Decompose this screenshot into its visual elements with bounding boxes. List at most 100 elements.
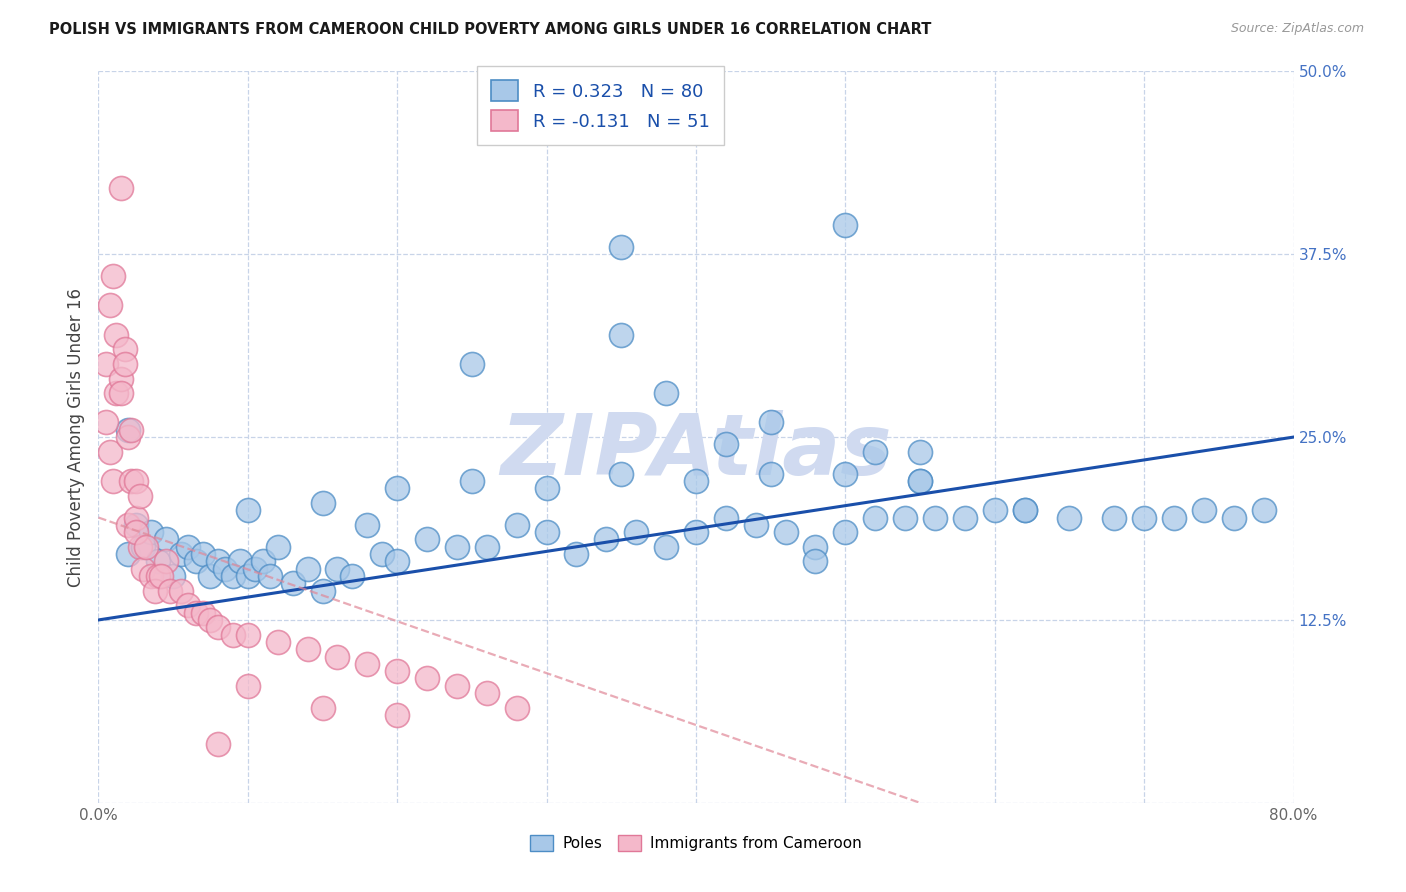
Point [804,554,827,568]
Point [595,533,617,547]
Point [908,444,931,458]
Point [326,562,349,576]
Point [184,606,207,620]
Point [94,357,117,371]
Point [129,540,152,554]
Point [110,181,132,195]
Point [834,218,856,232]
Point [610,467,633,481]
Point [385,481,409,495]
Point [804,540,827,554]
Point [1014,503,1036,517]
Point [155,533,177,547]
Point [132,540,155,554]
Point [1163,510,1185,524]
Point [125,525,148,540]
Text: Source: ZipAtlas.com: Source: ZipAtlas.com [1230,22,1364,36]
Point [117,517,139,532]
Point [207,620,229,634]
Point [135,540,157,554]
Point [114,343,136,357]
Point [159,583,181,598]
Point [132,562,155,576]
Legend: Poles, Immigrants from Cameroon: Poles, Immigrants from Cameroon [524,830,868,857]
Point [714,437,737,451]
Point [125,510,148,524]
Point [297,642,319,657]
Point [461,357,484,371]
Point [105,327,128,342]
Text: ZIPAtlas: ZIPAtlas [501,410,891,493]
Point [1192,503,1215,517]
Point [117,430,139,444]
Point [759,467,782,481]
Point [200,613,222,627]
Point [834,467,856,481]
Point [114,357,136,371]
Point [385,554,409,568]
Point [103,269,125,284]
Point [125,517,148,532]
Point [475,540,498,554]
Point [143,583,166,598]
Point [169,547,191,561]
Point [236,503,259,517]
Point [311,583,333,598]
Point [506,517,529,532]
Point [475,686,498,700]
Point [139,569,162,583]
Point [148,569,170,583]
Point [865,510,887,524]
Point [385,664,409,678]
Point [446,540,468,554]
Point [117,547,139,561]
Point [342,569,364,583]
Point [759,416,782,430]
Point [685,474,707,488]
Point [259,569,281,583]
Point [236,679,259,693]
Point [1133,510,1156,524]
Point [311,496,333,510]
Point [685,525,707,540]
Point [125,474,148,488]
Point [162,569,184,583]
Point [865,444,887,458]
Point [191,606,214,620]
Point [150,569,173,583]
Point [610,240,633,254]
Point [506,700,529,714]
Point [169,583,191,598]
Point [222,627,245,641]
Point [105,386,128,401]
Point [103,474,125,488]
Point [207,554,229,568]
Point [98,298,122,312]
Point [297,562,319,576]
Point [655,386,678,401]
Point [745,517,768,532]
Point [1014,503,1036,517]
Point [1223,510,1246,524]
Point [834,525,856,540]
Point [610,327,633,342]
Point [110,386,132,401]
Point [536,481,558,495]
Point [385,708,409,723]
Point [416,672,439,686]
Point [356,657,378,671]
Point [714,510,737,524]
Point [267,540,290,554]
Point [222,569,245,583]
Point [252,554,274,568]
Point [177,540,200,554]
Point [924,510,946,524]
Point [177,599,200,613]
Point [236,569,259,583]
Point [326,649,349,664]
Point [416,533,439,547]
Point [120,423,142,437]
Point [117,423,139,437]
Point [565,547,588,561]
Point [281,576,304,591]
